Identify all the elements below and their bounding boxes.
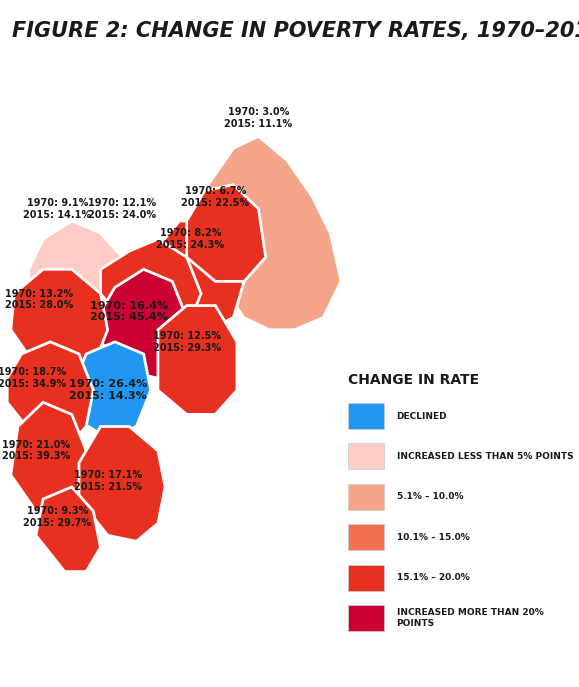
Polygon shape (79, 427, 165, 541)
Text: 1970: 9.3%
2015: 29.7%: 1970: 9.3% 2015: 29.7% (23, 506, 91, 528)
FancyBboxPatch shape (348, 565, 384, 591)
FancyBboxPatch shape (348, 444, 384, 469)
FancyBboxPatch shape (348, 605, 384, 631)
Polygon shape (158, 306, 237, 414)
FancyBboxPatch shape (348, 524, 384, 550)
Text: 1970: 3.0%
2015: 11.1%: 1970: 3.0% 2015: 11.1% (225, 107, 292, 129)
Text: 1970: 12.5%
2015: 29.3%: 1970: 12.5% 2015: 29.3% (153, 331, 221, 352)
Text: 1970: 13.2%
2015: 28.0%: 1970: 13.2% 2015: 28.0% (5, 289, 74, 311)
FancyBboxPatch shape (348, 403, 384, 429)
Text: 1970: 18.7%
2015: 34.9%: 1970: 18.7% 2015: 34.9% (0, 368, 67, 389)
Polygon shape (72, 342, 151, 438)
Text: FIGURE 2: CHANGE IN POVERTY RATES, 1970–2015: FIGURE 2: CHANGE IN POVERTY RATES, 1970–… (12, 21, 579, 41)
Polygon shape (151, 221, 244, 330)
Text: DECLINED: DECLINED (397, 412, 447, 420)
Text: 1970: 17.1%
2015: 21.5%: 1970: 17.1% 2015: 21.5% (74, 470, 142, 492)
Polygon shape (101, 239, 201, 342)
Text: INCREASED LESS THAN 5% POINTS: INCREASED LESS THAN 5% POINTS (397, 452, 573, 461)
Polygon shape (11, 269, 108, 378)
Polygon shape (36, 487, 101, 572)
Text: 1970: 26.4%
2015: 14.3%: 1970: 26.4% 2015: 14.3% (68, 379, 147, 401)
Text: INCREASED MORE THAN 20% POINTS: INCREASED MORE THAN 20% POINTS (397, 608, 543, 628)
FancyBboxPatch shape (348, 484, 384, 510)
Text: 1970: 12.1%
2015: 24.0%: 1970: 12.1% 2015: 24.0% (88, 198, 156, 220)
Polygon shape (11, 403, 86, 523)
Text: 1970: 8.2%
2015: 24.3%: 1970: 8.2% 2015: 24.3% (156, 228, 224, 250)
Text: 10.1% – 15.0%: 10.1% – 15.0% (397, 532, 470, 542)
Polygon shape (186, 185, 266, 282)
Polygon shape (29, 221, 137, 354)
Text: 15.1% – 20.0%: 15.1% – 20.0% (397, 573, 470, 582)
Text: 1970: 6.7%
2015: 22.5%: 1970: 6.7% 2015: 22.5% (181, 186, 250, 207)
Text: 5.1% – 10.0%: 5.1% – 10.0% (397, 493, 463, 502)
Polygon shape (197, 136, 341, 330)
Polygon shape (97, 269, 186, 378)
Text: CHANGE IN RATE: CHANGE IN RATE (348, 373, 479, 387)
Polygon shape (7, 342, 93, 451)
Text: 1970: 16.4%
2015: 45.4%: 1970: 16.4% 2015: 45.4% (90, 301, 168, 322)
Text: 1970: 9.1%
2015: 14.1%: 1970: 9.1% 2015: 14.1% (23, 198, 91, 220)
Text: 1970: 21.0%
2015: 39.3%: 1970: 21.0% 2015: 39.3% (2, 440, 70, 462)
